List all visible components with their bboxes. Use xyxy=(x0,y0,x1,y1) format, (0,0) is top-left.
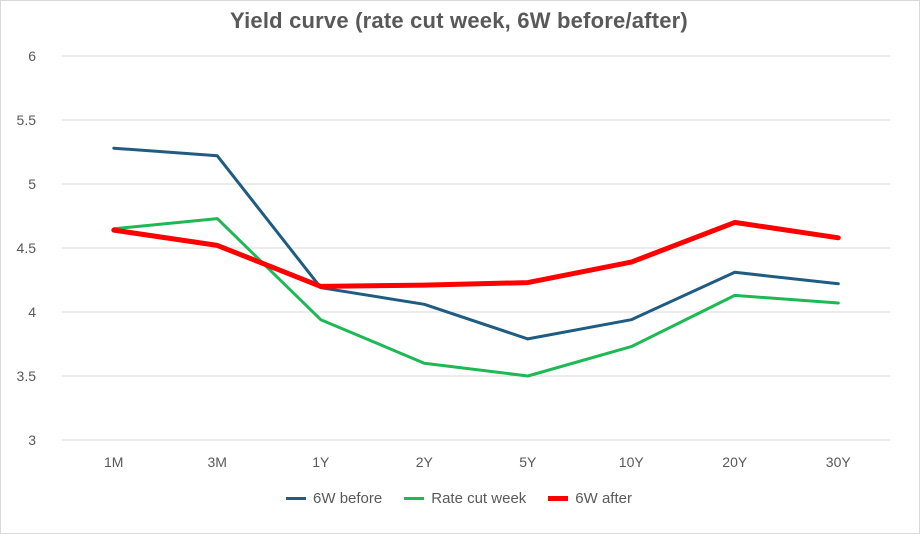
legend-label-6w-after: 6W after xyxy=(575,490,632,507)
series-line-rate-cut-week xyxy=(112,217,840,378)
x-tick-label: 2Y xyxy=(416,454,434,470)
series-line-6w-before xyxy=(112,146,840,341)
y-tick-label: 4 xyxy=(28,304,36,320)
x-tick-label: 20Y xyxy=(722,454,748,470)
legend-item-rate-cut-week: Rate cut week xyxy=(404,490,526,507)
legend-label-rate-cut-week: Rate cut week xyxy=(431,490,527,507)
y-tick-label: 3 xyxy=(28,432,36,448)
y-tick-label: 6 xyxy=(28,48,36,64)
x-tick-label: 5Y xyxy=(519,454,537,470)
chart-title: Yield curve (rate cut week, 6W before/af… xyxy=(230,8,688,33)
x-tick-label: 1M xyxy=(104,454,123,470)
x-tick-label: 10Y xyxy=(619,454,645,470)
x-tick-label: 3M xyxy=(208,454,227,470)
legend-item-6w-before: 6W before xyxy=(286,490,382,507)
x-tick-label: 30Y xyxy=(826,454,852,470)
x-tick-label: 1Y xyxy=(312,454,330,470)
legend-swatch-6w-before xyxy=(286,497,307,500)
legend-item-6w-after: 6W after xyxy=(548,490,632,507)
chart-legend: 6W before Rate cut week 6W after xyxy=(0,490,918,507)
legend-swatch-rate-cut-week xyxy=(404,497,425,500)
legend-label-6w-before: 6W before xyxy=(313,490,383,507)
series-line-6w-after xyxy=(111,219,841,289)
y-tick-label: 4.5 xyxy=(17,240,37,256)
y-tick-label: 3.5 xyxy=(17,368,37,384)
y-tick-label: 5 xyxy=(28,176,36,192)
y-tick-label: 5.5 xyxy=(17,112,37,128)
legend-swatch-6w-after xyxy=(548,496,569,501)
